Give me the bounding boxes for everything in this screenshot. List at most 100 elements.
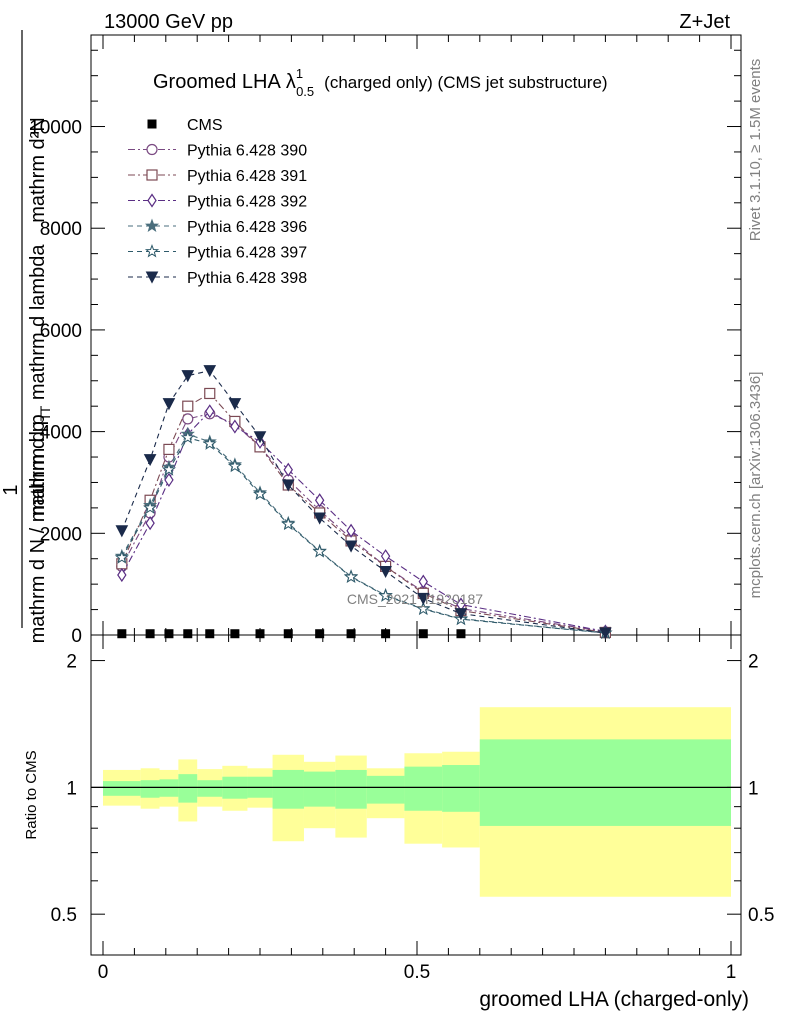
ylabel-frac-den: mathrm d N / mathrm d pT: [27, 412, 53, 643]
data-point: [346, 629, 356, 639]
main-title: Groomed LHA λ1 0.5 (charged only) (CMS jet …: [153, 66, 608, 99]
ratio-ytick-label: 2: [66, 652, 77, 673]
data-point: [378, 588, 393, 602]
legend-label: Pythia 6.428 397: [187, 245, 307, 262]
ratio-xtick-label: 1: [726, 962, 737, 983]
data-point: [230, 629, 240, 639]
ratio-xtick-label: 0: [98, 962, 109, 983]
data-point: [205, 629, 215, 639]
data-point: [283, 462, 293, 477]
ylabel-top: mathrm d²N: [27, 117, 49, 223]
legend-label: Pythia 6.428 391: [187, 168, 307, 185]
main-series: [114, 365, 613, 640]
ratio-band-inner: [178, 774, 198, 803]
legend-item: Pythia 6.428 391: [128, 168, 307, 185]
ylabel-frac-num: 1: [0, 484, 22, 495]
main-ylabel: mathrm d²N mathrm d pT mathrm d lambda 1…: [0, 30, 53, 643]
main-ytick-label: 10000: [29, 118, 82, 139]
data-point: [255, 629, 265, 639]
data-point: [203, 365, 217, 378]
data-point: [416, 601, 431, 616]
data-point: [182, 400, 194, 412]
series-6: [115, 365, 612, 640]
series-0: [117, 629, 610, 639]
data-point: [114, 550, 129, 564]
data-point: [202, 436, 217, 450]
ratio-ylabel: Ratio to CMS: [23, 750, 40, 839]
main-ytick-label: 2000: [40, 524, 82, 545]
legend-label: Pythia 6.428 390: [187, 143, 307, 160]
ratio-band-inner: [272, 769, 304, 809]
main-ytick-label: 0: [71, 626, 82, 647]
data-point: [281, 516, 296, 531]
ratio-axes: 0.5 0.5 1 1 2 2 0 0.5 1: [51, 635, 774, 983]
series-line: [121, 392, 606, 634]
main-axes: 0 2000 4000 6000 8000 10000: [29, 35, 741, 647]
ratio-ytick-label: 0.5: [51, 905, 77, 926]
legend-label: CMS: [187, 117, 223, 134]
legend-label: Pythia 6.428 398: [187, 270, 307, 287]
series-3: [117, 404, 611, 639]
legend-marker: [147, 119, 157, 129]
ratio-bands: [91, 707, 741, 897]
data-point: [204, 387, 216, 400]
ratio-band-inner: [479, 739, 731, 826]
legend-marker: [145, 271, 159, 284]
ratio-xtick-label: 0.5: [404, 962, 430, 983]
legend-item: Pythia 6.428 397: [128, 244, 307, 262]
legend: CMS Pythia 6.428 390 Pythia 6.428 391 Pythi…: [128, 117, 307, 287]
legend-marker: [146, 143, 158, 156]
legend-marker: [146, 169, 158, 181]
data-point: [253, 431, 267, 444]
data-point: [418, 629, 428, 639]
data-point: [454, 608, 468, 621]
data-point: [343, 569, 359, 584]
series-line: [121, 433, 606, 634]
data-point: [312, 544, 327, 558]
data-point: [599, 627, 612, 640]
ratio-frame: [90, 634, 742, 956]
data-point: [314, 493, 325, 508]
data-point: [283, 629, 293, 639]
ratio-band-inner: [404, 766, 443, 811]
xlabel: groomed LHA (charged-only): [479, 988, 749, 1011]
main-ytick-label: 6000: [40, 321, 82, 342]
rivet-label: Rivet 3.1.10, ≥ 1.5M events: [747, 59, 764, 242]
data-point: [164, 629, 174, 639]
ratio-band-inner: [442, 765, 480, 812]
data-point: [115, 525, 129, 538]
ratio-band-inner: [366, 775, 405, 804]
ratio-band-inner: [197, 780, 223, 797]
legend-item: Pythia 6.428 398: [128, 270, 307, 287]
ratio-ytick-label-right: 0.5: [748, 905, 774, 926]
process-label: Z+Jet: [679, 11, 730, 33]
data-point: [380, 549, 391, 564]
ratio-band-inner: [303, 771, 336, 807]
data-point: [117, 629, 127, 639]
data-point: [205, 404, 215, 419]
data-point: [181, 370, 195, 383]
ylabel-top2: mathrm d pT mathrm d lambda: [27, 244, 53, 516]
data-point: [418, 574, 429, 589]
ratio-band-inner: [335, 769, 367, 809]
data-point: [164, 472, 174, 487]
ratio-ytick-label-right: 2: [748, 652, 759, 673]
watermark: CMS_2021_I1920187: [347, 591, 483, 607]
legend-item: Pythia 6.428 396: [128, 218, 307, 236]
series-line: [121, 410, 606, 632]
data-point: [230, 419, 240, 434]
data-point: [416, 592, 430, 605]
ratio-band-inner: [140, 780, 160, 798]
data-point: [344, 540, 358, 553]
energy-label: 13000 GeV pp: [104, 11, 233, 33]
data-point: [163, 443, 175, 456]
data-point: [252, 486, 268, 501]
legend-marker: [147, 193, 157, 208]
data-point: [227, 458, 242, 473]
legend-item: CMS: [147, 117, 223, 134]
data-point: [315, 629, 325, 639]
data-point: [161, 462, 177, 476]
data-point: [456, 629, 466, 639]
legend-item: Pythia 6.428 390: [128, 143, 307, 160]
